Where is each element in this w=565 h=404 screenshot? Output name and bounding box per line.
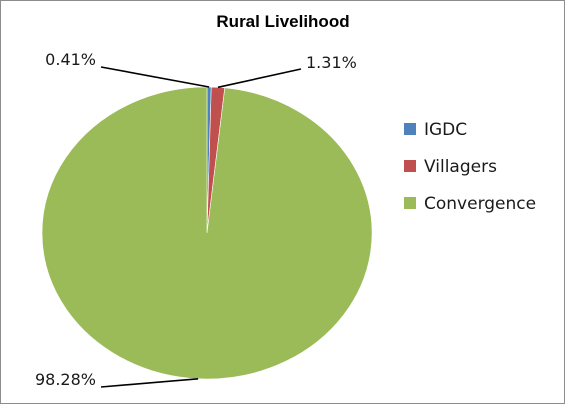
legend: IGDC Villagers Convergence (404, 120, 536, 214)
leader-line-convergence (100, 378, 199, 388)
leader-line-igdc (100, 66, 210, 88)
legend-swatch-igdc (404, 123, 416, 135)
legend-label-convergence: Convergence (424, 194, 536, 214)
data-label-villagers: 1.31% (306, 53, 357, 72)
leader-line-villagers (217, 68, 302, 89)
pie-slices (41, 86, 373, 380)
data-label-igdc: 0.41% (45, 50, 96, 69)
leader-lines (100, 66, 302, 388)
legend-label-igdc: IGDC (424, 120, 467, 140)
data-labels: 0.41% 1.31% 98.28% (35, 50, 357, 389)
legend-swatch-villagers (404, 160, 416, 172)
chart-title: Rural Livelihood (216, 12, 349, 31)
data-label-convergence: 98.28% (35, 370, 96, 389)
legend-label-villagers: Villagers (424, 157, 497, 177)
legend-swatch-convergence (404, 197, 416, 209)
pie-slice-convergence (41, 86, 373, 380)
